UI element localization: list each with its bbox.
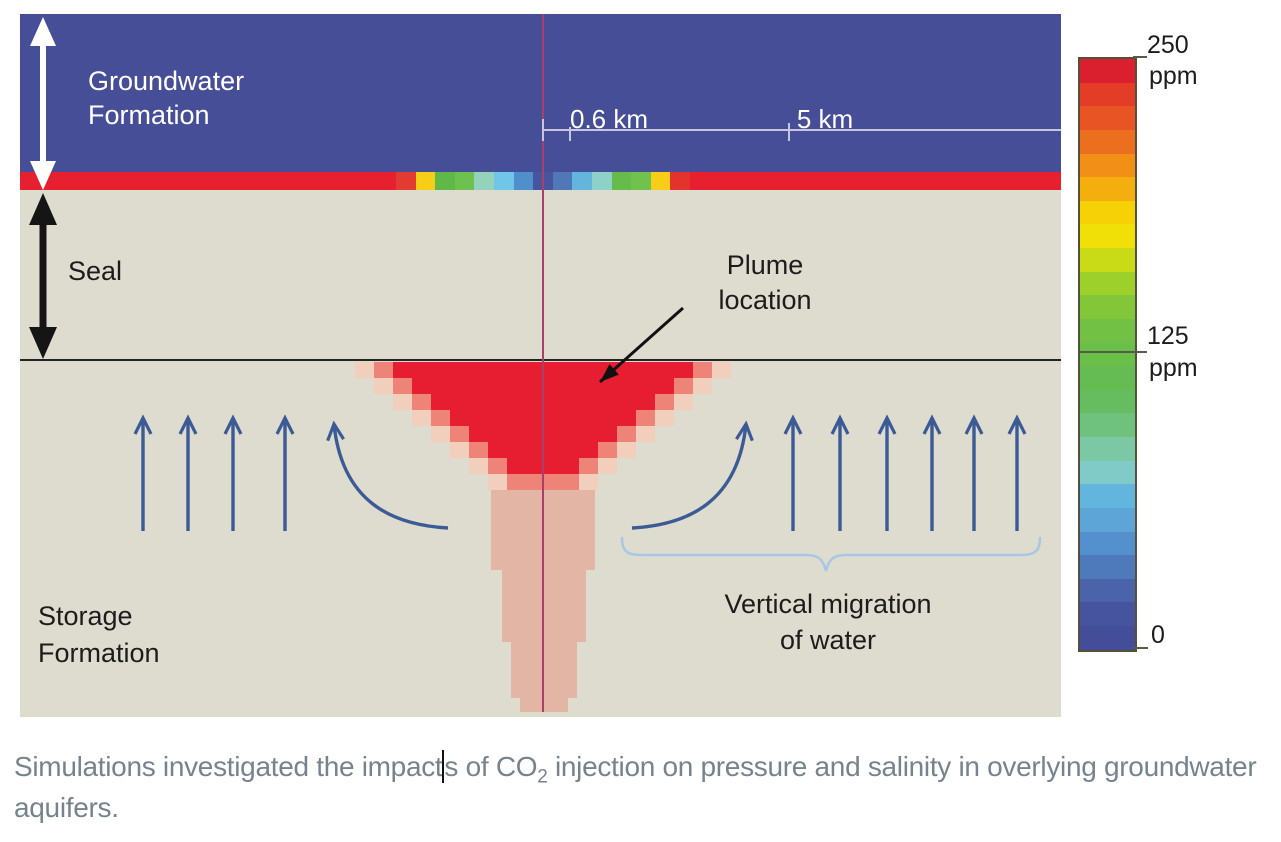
groundwater-thickness-arrow <box>30 17 56 190</box>
diagram-overlay <box>20 14 1061 712</box>
strip-segment <box>415 172 436 190</box>
colorbar-block <box>1080 224 1135 248</box>
groundwater-label-line1: Groundwater <box>88 66 245 96</box>
storage-formation-label: Storage Formation <box>38 598 160 672</box>
colorbar-block <box>1080 318 1135 343</box>
curved-water-arrow-left <box>326 420 449 530</box>
upward-water-arrows-left <box>133 414 449 531</box>
strip-segment <box>592 172 612 190</box>
strip-segment <box>396 172 416 190</box>
colorbar-block <box>1080 578 1135 603</box>
cross-section-diagram: Groundwater Formation 0.6 km 5 km Seal P… <box>20 14 1061 717</box>
colorbar-block <box>1080 106 1135 130</box>
colorbar-max-unit: ppm <box>1149 62 1198 90</box>
colorbar-block <box>1080 460 1135 485</box>
colorbar-block <box>1080 59 1135 83</box>
seal-thickness-arrow <box>29 193 57 359</box>
strip-segment <box>650 172 671 190</box>
colorbar-tick-min <box>1133 647 1148 649</box>
upward-water-arrows-right <box>631 414 1027 531</box>
text-cursor <box>442 750 445 783</box>
salinity-colorbar <box>1078 57 1137 652</box>
strip-segment <box>552 172 573 190</box>
strip-segment <box>474 172 494 190</box>
scale-tick-label-far: 5 km <box>796 104 854 134</box>
colorbar-block <box>1080 200 1135 225</box>
strip-segment <box>435 172 455 190</box>
scale-tick-label-near: 0.6 km <box>569 104 649 134</box>
colorbar-block <box>1080 389 1135 414</box>
colorbar-tick-max <box>1133 56 1147 58</box>
colorbar-block <box>1080 507 1135 532</box>
curved-water-arrow-right <box>631 420 754 530</box>
colorbar-max-value: 250 <box>1147 31 1189 59</box>
scale-ruler <box>542 119 1061 141</box>
colorbar-block <box>1080 626 1135 650</box>
colorbar-block <box>1080 177 1135 201</box>
colorbar-block <box>1080 555 1135 579</box>
colorbar-block <box>1080 531 1135 556</box>
strip-segment <box>611 172 632 190</box>
strip-segment <box>513 172 534 190</box>
figure-caption[interactable]: Simulations investigated the impacts of … <box>14 746 1276 828</box>
caption-subscript: 2 <box>537 766 548 788</box>
colorbar-block <box>1080 153 1135 178</box>
colorbar-block <box>1080 602 1135 626</box>
colorbar-block <box>1080 366 1135 390</box>
plume-label-line1: Plume <box>726 250 804 280</box>
colorbar-block <box>1080 129 1135 154</box>
vertical-migration-label: Vertical migration of water <box>724 586 931 658</box>
caption-text-part3: injection on pressure and salinity in ov… <box>14 751 1257 823</box>
colorbar-tick-mid <box>1080 351 1147 353</box>
colorbar-block <box>1080 82 1135 107</box>
colorbar-block <box>1080 295 1135 319</box>
colorbar-min-value: 0 <box>1151 621 1165 649</box>
strip-segment <box>454 172 475 190</box>
colorbar-block <box>1080 484 1135 508</box>
colorbar-mid-value: 125 <box>1147 322 1189 350</box>
storage-label-line2: Formation <box>38 638 160 668</box>
salinity-strip <box>20 172 1061 190</box>
groundwater-label-line2: Formation <box>88 100 210 130</box>
groundwater-formation-band <box>20 14 1061 172</box>
colorbar-block <box>1080 271 1135 296</box>
caption-text-part1: Simulations investigated the impact <box>14 751 443 782</box>
colorbar-block <box>1080 413 1135 437</box>
colorbar-block <box>1080 437 1135 461</box>
plume-location-label: Plume location <box>718 248 811 318</box>
colorbar-mid-unit: ppm <box>1149 354 1198 382</box>
plume-label-line2: location <box>718 285 812 315</box>
colorbar-block <box>1080 248 1135 272</box>
plume-pointer-arrow <box>599 306 684 384</box>
colorbar-block <box>1080 342 1135 367</box>
seal-label: Seal <box>68 256 123 286</box>
strip-segment <box>494 172 514 190</box>
migration-label-line2: of water <box>779 625 877 655</box>
groundwater-formation-label: Groundwater Formation <box>88 64 244 132</box>
migration-label-line1: Vertical migration <box>724 589 932 619</box>
caption-text-part2: s of CO <box>444 751 538 782</box>
strip-segment <box>631 172 651 190</box>
migration-brace <box>620 536 1042 572</box>
strip-segment <box>670 172 690 190</box>
storage-label-line1: Storage <box>38 601 133 631</box>
strip-segment <box>572 172 592 190</box>
